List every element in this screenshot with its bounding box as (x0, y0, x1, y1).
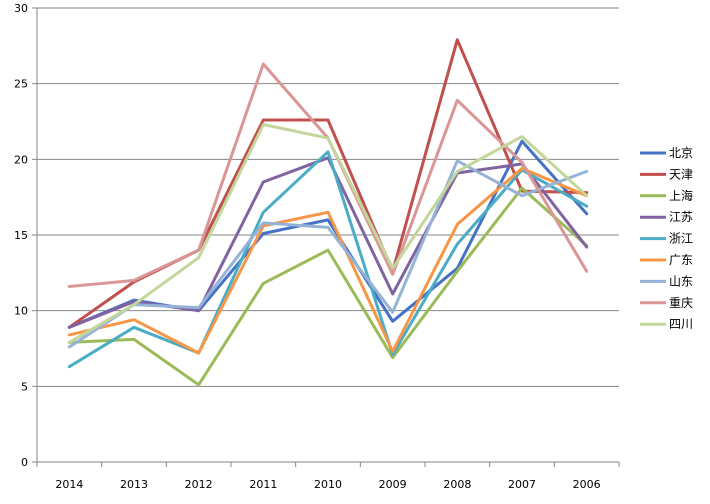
y-tick-label: 30 (14, 2, 28, 15)
legend-label: 四川 (669, 317, 693, 331)
x-tick-label: 2010 (314, 478, 342, 491)
series-line-7 (67, 159, 589, 349)
series-line-1 (67, 139, 589, 329)
y-tick-label: 10 (14, 305, 28, 318)
series-layer (67, 38, 589, 387)
legend-label: 广东 (669, 253, 693, 267)
legend-label: 天津 (669, 167, 693, 181)
y-tick-label: 20 (14, 153, 28, 166)
y-tick-label: 15 (14, 229, 28, 242)
series-line-5 (67, 150, 589, 369)
x-tick-label: 2014 (55, 478, 83, 491)
legend-label: 山东 (669, 274, 693, 288)
x-tick-label: 2007 (508, 478, 536, 491)
series-line-6 (67, 166, 589, 355)
y-tick-label: 0 (21, 456, 28, 469)
legend-label: 浙江 (669, 232, 693, 246)
x-tick-label: 2009 (379, 478, 407, 491)
legend-label: 重庆 (669, 296, 693, 310)
legend-label: 上海 (669, 188, 693, 203)
x-tick-label: 2011 (249, 478, 277, 491)
y-tick-label: 5 (21, 380, 28, 393)
grid-layer (37, 7, 619, 387)
x-tick-label: 2006 (573, 478, 601, 491)
y-tick-label: 25 (14, 78, 28, 91)
series-line-9 (67, 123, 589, 344)
legend-label: 北京 (669, 146, 693, 160)
series-line-3 (67, 186, 589, 387)
series-line-8 (67, 62, 589, 288)
x-tick-label: 2012 (185, 478, 213, 491)
legend-label: 江苏 (669, 210, 693, 224)
x-tick-label: 2008 (443, 478, 471, 491)
x-tick-label: 2013 (120, 478, 148, 491)
axis-layer: 0 5 10 15 20 25 30 2014 2013 2012 2011 2010 2009 2008… (14, 2, 620, 491)
